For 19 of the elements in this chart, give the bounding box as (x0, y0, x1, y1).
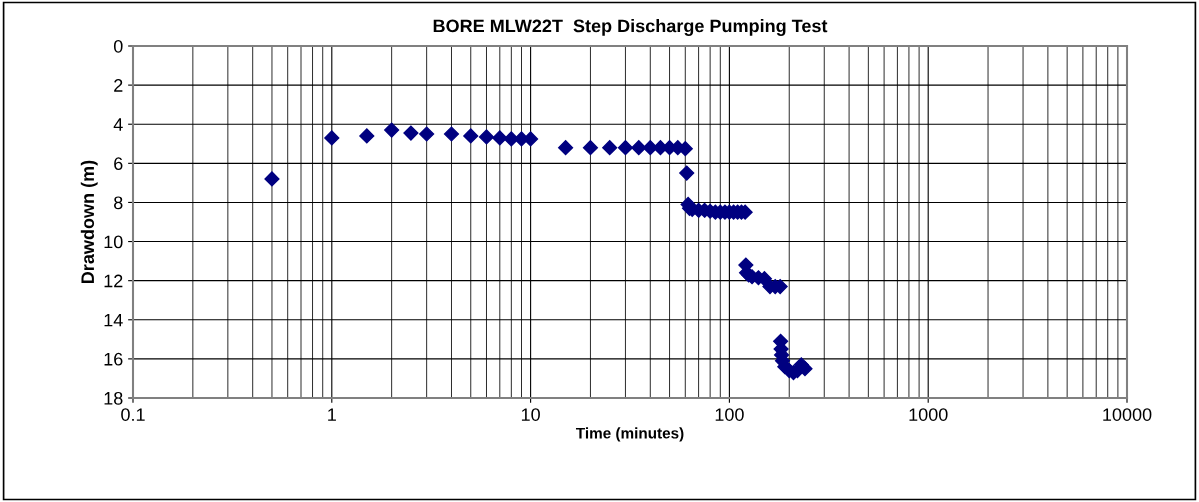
x-tick-label: 10 (521, 408, 540, 421)
x-tick-label: 0.1 (121, 408, 145, 421)
y-tick-label: 8 (114, 196, 123, 210)
chart-title: BORE MLW22T Step Discharge Pumping Test (433, 19, 828, 36)
x-axis-title: Time (minutes) (575, 427, 684, 442)
y-tick-label: 14 (104, 313, 123, 327)
x-tick-label: 1 (328, 408, 336, 421)
x-tick-label: 10000 (1103, 408, 1152, 421)
y-tick-label: 6 (114, 157, 123, 171)
y-tick-label: 12 (104, 274, 123, 288)
y-tick-label: 16 (104, 352, 123, 366)
y-tick-label: 2 (114, 79, 123, 92)
x-tick-label: 100 (715, 408, 744, 421)
y-axis-title: Drawdown (m) (80, 160, 98, 283)
y-tick-label: 0 (113, 39, 123, 53)
y-tick-label: 4 (113, 118, 123, 131)
y-tick-label: 10 (104, 235, 123, 249)
y-tick-label: 18 (104, 391, 123, 405)
x-tick-label: 1000 (909, 408, 948, 421)
